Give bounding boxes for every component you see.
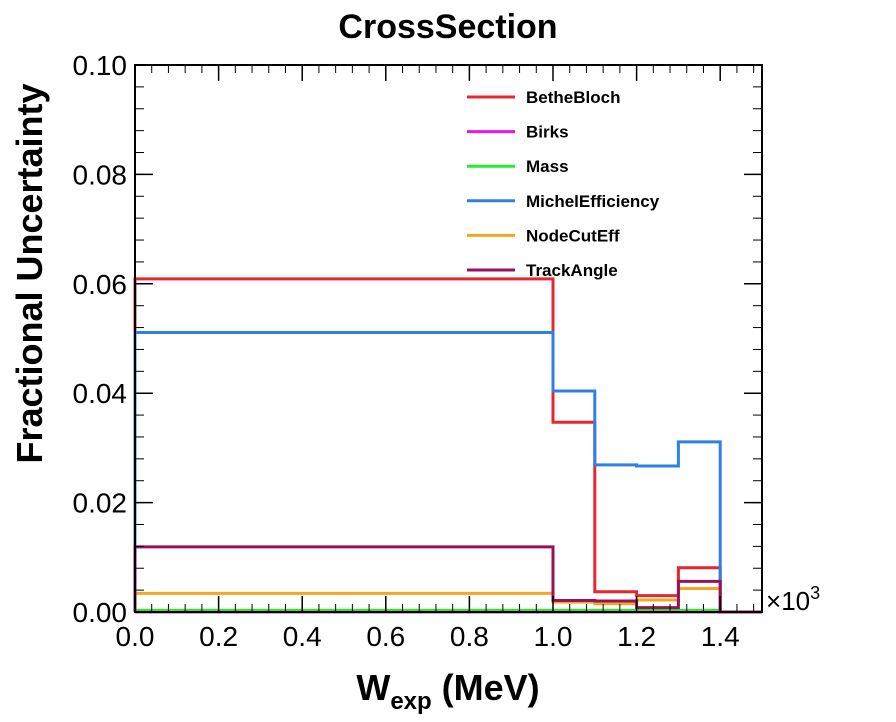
- y-tick-label: 0.04: [73, 378, 128, 409]
- x-axis-title-subscript: exp: [390, 688, 431, 715]
- legend-label-bethebloch: BetheBloch: [526, 88, 620, 107]
- multiplier-base: 10: [781, 586, 810, 616]
- y-tick-label: 0.06: [73, 269, 128, 300]
- series-line-michelefficiency: [133, 330, 762, 614]
- y-tick-label: 0.00: [73, 597, 128, 628]
- x-tick-label: 0.8: [450, 621, 489, 652]
- multiplier-exponent: 3: [810, 583, 820, 603]
- legend-label-michelefficiency: MichelEfficiency: [526, 192, 660, 211]
- y-tick-label: 0.10: [73, 50, 128, 81]
- x-tick-label: 1.2: [617, 621, 656, 652]
- multiplier-symbol: ×: [766, 586, 781, 616]
- legend-label-nodecuteff: NodeCutEff: [526, 226, 620, 245]
- x-axis-title-main: W: [356, 667, 390, 708]
- x-axis-title-tail: (MeV): [432, 667, 540, 708]
- axis-ticks: 0.0 0.2 0.4 0.6 0.8 1.0 1.2 1.4 0.00 0.02 0.04 0.06…: [73, 50, 762, 652]
- chart-title: CrossSection: [338, 8, 557, 46]
- legend-label-birks: Birks: [526, 123, 569, 142]
- series-line-bethebloch: [133, 277, 762, 614]
- x-tick-label: 1.0: [534, 621, 573, 652]
- legend-label-mass: Mass: [526, 157, 569, 176]
- series-line-trackangle: [133, 545, 762, 614]
- x-tick-label: 0.4: [283, 621, 322, 652]
- y-tick-label: 0.08: [73, 159, 128, 190]
- x-axis-title: Wexp (MeV): [356, 667, 539, 715]
- y-tick-label: 0.02: [73, 488, 128, 519]
- legend-label-trackangle: TrackAngle: [526, 261, 618, 280]
- x-tick-label: 0.6: [366, 621, 405, 652]
- x-axis-multiplier: ×103: [766, 583, 820, 616]
- x-tick-label: 0.0: [116, 621, 155, 652]
- x-tick-label: 0.2: [199, 621, 238, 652]
- plot-frame: [134, 64, 763, 613]
- legend: BetheBloch Birks Mass MichelEfficiency NodeC…: [467, 88, 660, 280]
- x-tick-label: 1.4: [701, 621, 740, 652]
- y-axis-title: Fractional Uncertainty: [9, 83, 50, 463]
- plot-area: [133, 277, 762, 614]
